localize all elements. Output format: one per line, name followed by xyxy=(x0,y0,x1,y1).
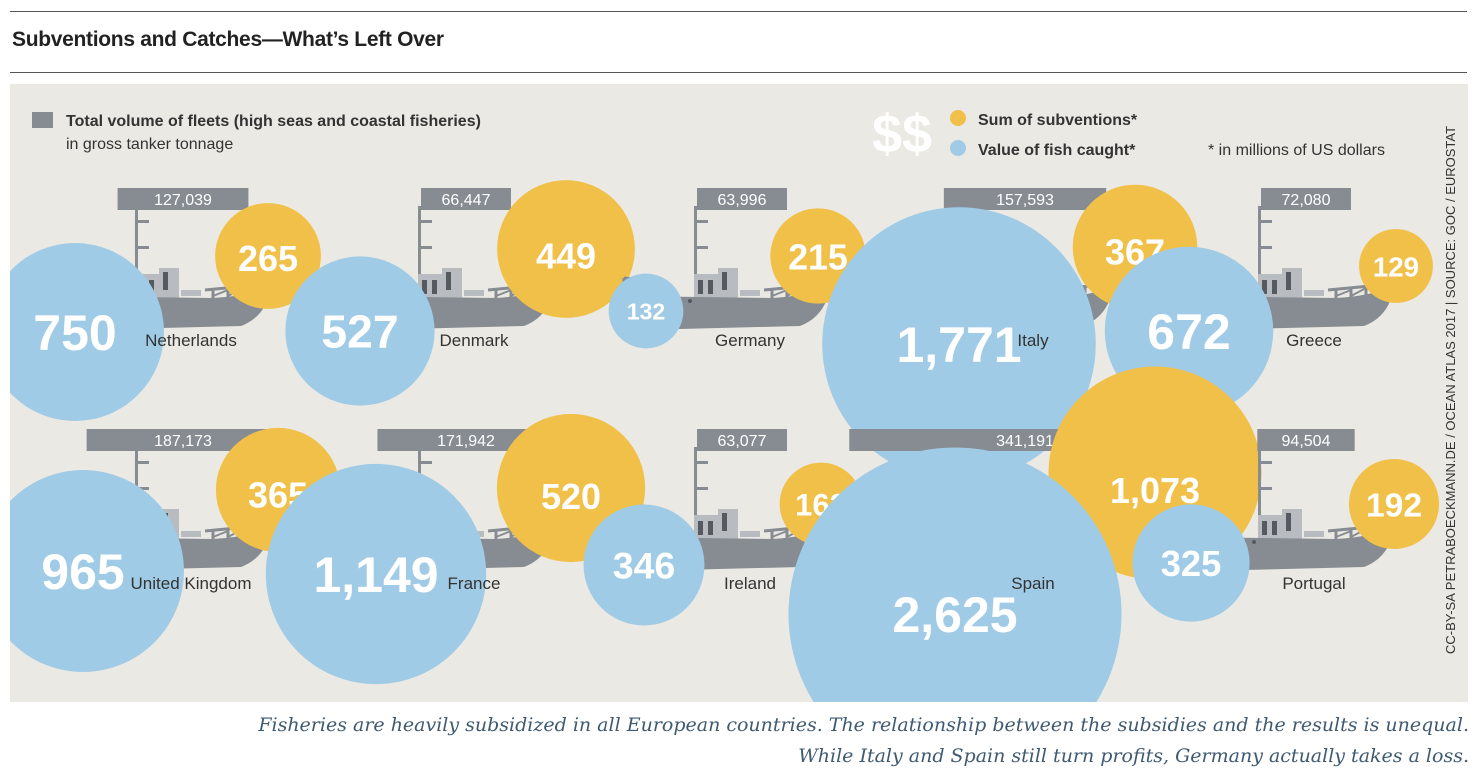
country-name: Denmark xyxy=(440,331,509,350)
tonnage-label: 63,996 xyxy=(718,192,767,209)
fish-value-label: 1,149 xyxy=(313,547,438,603)
subventions-label: 449 xyxy=(536,235,596,276)
caption-line-2: While Italy and Spain still turn profits… xyxy=(798,745,1469,767)
top-rule xyxy=(10,11,1467,12)
country-name: Portugal xyxy=(1282,574,1345,593)
tonnage-label: 63,077 xyxy=(718,433,767,450)
subventions-label: 520 xyxy=(541,476,601,517)
tonnage-bar xyxy=(943,188,1107,210)
tonnage-label: 157,593 xyxy=(996,192,1054,209)
fish-value-label: 132 xyxy=(627,298,666,324)
subventions-label: 215 xyxy=(788,237,848,277)
legend-subvention-swatch xyxy=(950,110,966,126)
subventions-bubble xyxy=(1348,458,1440,550)
dollar-icon: $$ xyxy=(872,104,932,164)
subventions-label: 1,073 xyxy=(1110,470,1200,511)
chart-title: Subventions and Catches—What’s Left Over xyxy=(12,28,444,51)
legend-fleet-sublabel: in gross tanker tonnage xyxy=(66,136,233,153)
country-denmark: 66,447 449 527 Denmark xyxy=(285,180,635,406)
subventions-bubble xyxy=(497,180,635,318)
country-name: Spain xyxy=(1011,574,1054,593)
fish-value-label: 1,771 xyxy=(896,317,1021,373)
tonnage-label: 72,080 xyxy=(1282,192,1331,209)
fish-value-bubble xyxy=(285,256,435,406)
fish-value-bubble xyxy=(1132,504,1250,622)
tonnage-bar xyxy=(86,429,280,451)
tonnage-bar xyxy=(1257,429,1355,451)
subventions-label: 192 xyxy=(1366,487,1422,525)
fish-value-bubble xyxy=(822,207,1096,481)
fish-value-label: 672 xyxy=(1147,304,1230,360)
legend-subvention-label: Sum of subventions* xyxy=(978,112,1138,129)
caption-line-1: Fisheries are heavily subsidized in all … xyxy=(258,714,1469,736)
fish-value-label: 2,625 xyxy=(892,587,1017,643)
tonnage-label: 66,447 xyxy=(442,192,491,209)
subventions-bubble xyxy=(1359,229,1433,303)
source-note: CC-BY-SA PETRABOECKMANN.DE / OCEAN ATLAS… xyxy=(1443,126,1458,654)
fish-value-bubble xyxy=(608,273,684,349)
subventions-label: 265 xyxy=(238,238,298,279)
fish-value-bubble xyxy=(583,504,705,626)
tonnage-bar xyxy=(697,188,787,210)
tonnage-label: 187,173 xyxy=(154,433,212,450)
country-groups: 127,039 265 750 Netherlands 66,447 449 527 Denm… xyxy=(10,180,1440,702)
caption: Fisheries are heavily subsidized in all … xyxy=(29,710,1469,772)
tonnage-bar xyxy=(377,429,555,451)
country-name: Greece xyxy=(1286,331,1342,350)
tonnage-label: 171,942 xyxy=(437,433,495,450)
legend-fish-swatch xyxy=(950,140,966,156)
subventions-label: 129 xyxy=(1373,251,1419,282)
country-name: Netherlands xyxy=(145,331,237,350)
tonnage-bar xyxy=(697,429,787,451)
fish-value-label: 346 xyxy=(613,544,676,586)
tonnage-label: 127,039 xyxy=(154,192,212,209)
country-netherlands: 127,039 265 750 Netherlands xyxy=(10,188,321,421)
country-name: Ireland xyxy=(724,574,776,593)
legend-footnote: * in millions of US dollars xyxy=(1208,142,1385,159)
fish-value-bubble xyxy=(10,470,184,672)
country-name: Germany xyxy=(715,331,785,350)
fish-value-label: 325 xyxy=(1161,543,1222,584)
tonnage-bar xyxy=(421,188,511,210)
fish-value-bubble xyxy=(10,243,164,421)
country-portugal: 94,504 192 325 Portugal xyxy=(1132,429,1440,622)
subventions-bubble xyxy=(215,203,321,309)
country-name: France xyxy=(448,574,501,593)
tonnage-label: 94,504 xyxy=(1282,433,1331,450)
fish-value-label: 750 xyxy=(33,305,116,361)
title-rule xyxy=(10,72,1467,73)
chart-svg: Total volume of fleets (high seas and co… xyxy=(10,104,1458,702)
legend-fleet-label: Total volume of fleets (high seas and co… xyxy=(66,113,481,130)
fish-value-label: 965 xyxy=(41,544,124,600)
fish-value-bubble xyxy=(788,447,1122,702)
legend-fleet-swatch xyxy=(32,112,53,128)
legend-fish-label: Value of fish caught* xyxy=(978,142,1136,159)
tonnage-bar xyxy=(1261,188,1351,210)
country-name: United Kingdom xyxy=(131,574,252,593)
fish-value-label: 527 xyxy=(321,306,398,358)
tonnage-label: 341,191 xyxy=(996,433,1054,450)
chart-panel: Total volume of fleets (high seas and co… xyxy=(10,84,1468,702)
tonnage-bar xyxy=(117,188,249,210)
country-name: Italy xyxy=(1017,331,1049,350)
fish-value-bubble xyxy=(265,463,487,685)
